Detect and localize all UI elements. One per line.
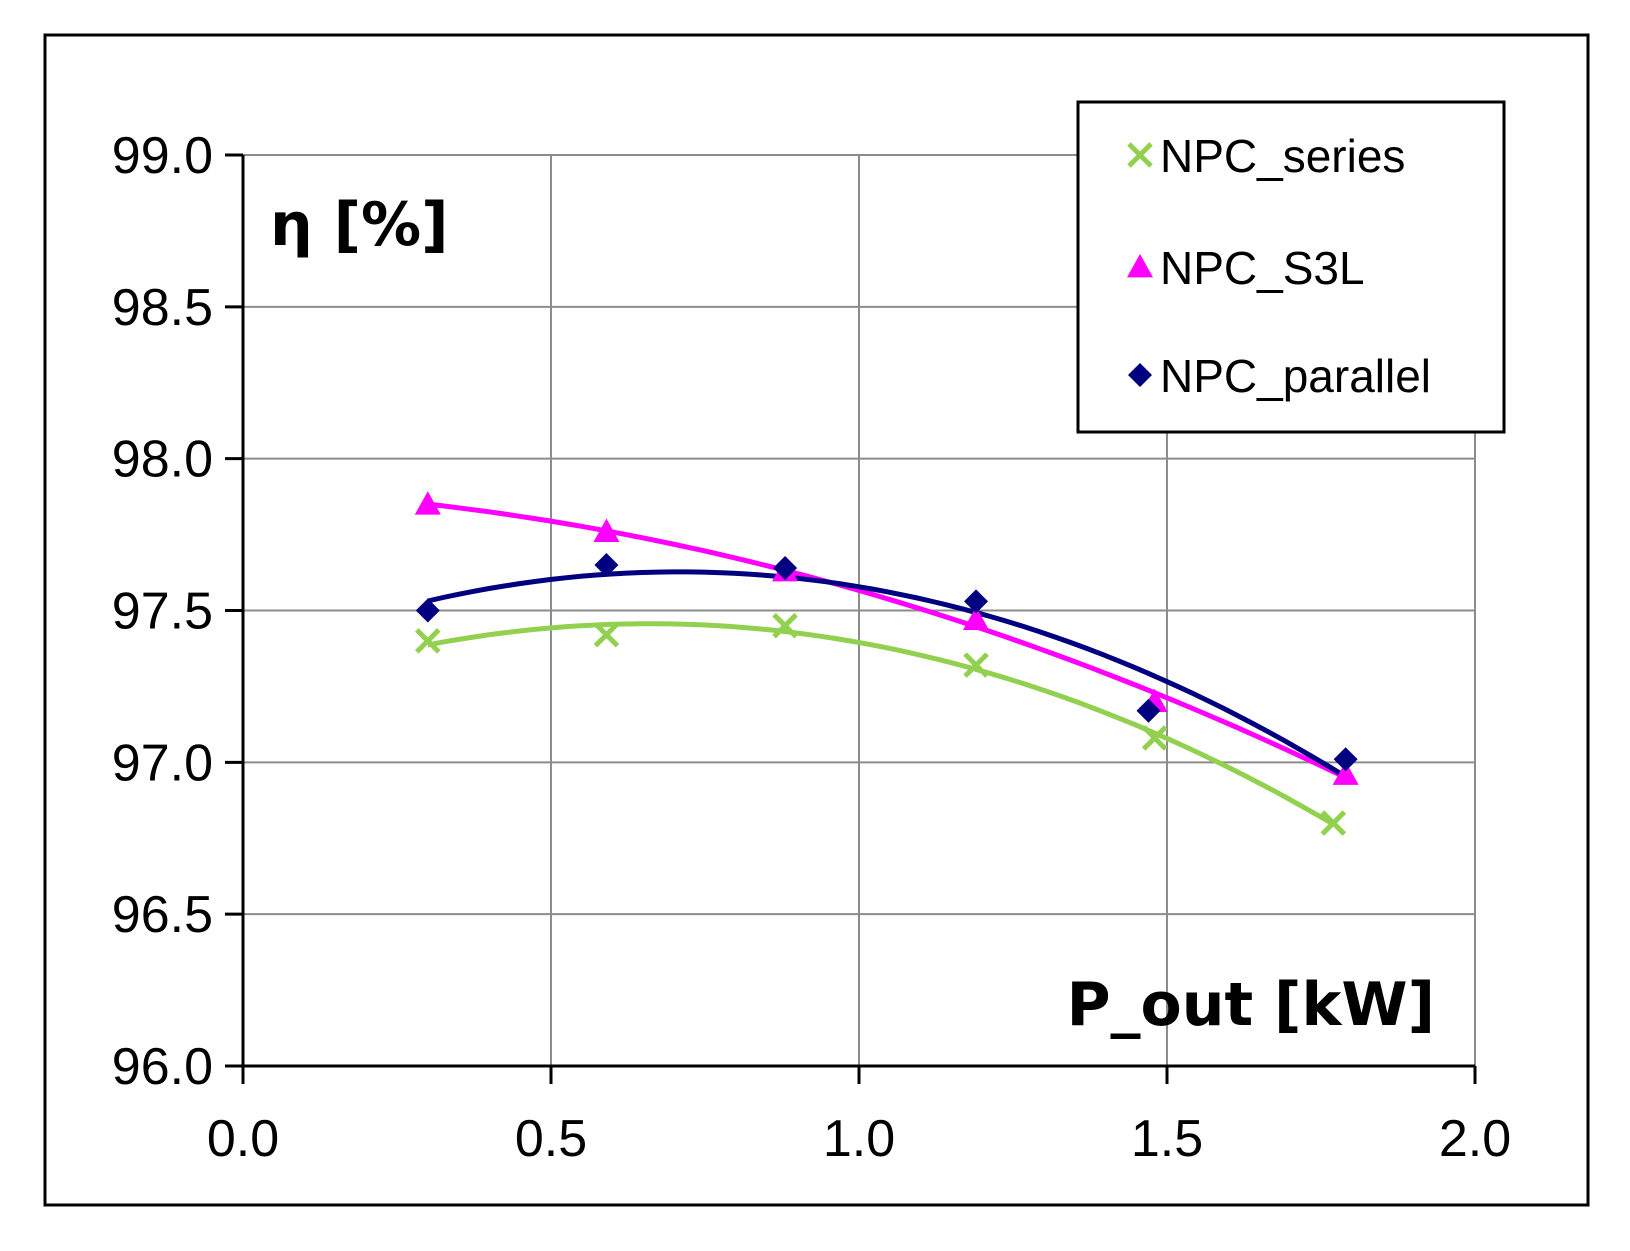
x-tick-label: 0.5 <box>515 1110 587 1168</box>
point-npc-series <box>1320 810 1347 836</box>
axes <box>225 153 1477 1084</box>
y-tick-label: 96.5 <box>112 886 213 944</box>
y-tick-label: 96.0 <box>112 1038 213 1096</box>
y-axis-title: η [%] <box>270 190 449 260</box>
y-tick-label: 98.0 <box>112 431 213 489</box>
y-tick-label: 99.0 <box>112 127 213 185</box>
y-tick-label: 98.5 <box>112 279 213 337</box>
legend-marker-npc-series <box>1127 142 1153 168</box>
point-npc-series <box>963 652 989 678</box>
point-npc-s3l <box>963 606 990 631</box>
x-tick-label: 2.0 <box>1439 1110 1511 1168</box>
trendlines <box>427 501 1347 827</box>
point-npc-series <box>772 612 798 639</box>
legend: NPC_series NPC_S3L NPC_parallel <box>1076 100 1506 434</box>
point-npc-s3l <box>414 491 441 515</box>
x-axis-title: P_out [kW] <box>1067 970 1435 1040</box>
x-tick-label: 1.0 <box>823 1110 895 1168</box>
point-npc-series <box>593 622 620 648</box>
y-tick-label: 97.5 <box>112 583 213 641</box>
legend-markers <box>1127 142 1153 387</box>
trendline-npc-parallel <box>427 569 1347 779</box>
point-npc-parallel <box>964 589 989 614</box>
point-npc-parallel <box>1136 698 1161 723</box>
y-tick-label: 97.0 <box>112 734 213 792</box>
legend-marker-npc-parallel <box>1128 363 1152 387</box>
legend-label-npc-series: NPC_series <box>1160 130 1405 182</box>
point-npc-series <box>1141 725 1168 751</box>
legend-marker-npc-s3l <box>1127 254 1153 278</box>
legend-label-npc-s3l: NPC_S3L <box>1160 242 1365 294</box>
point-npc-s3l <box>1332 761 1359 785</box>
data-markers <box>414 491 1359 836</box>
point-npc-s3l <box>593 518 620 542</box>
trendline-npc-s3l <box>427 501 1347 780</box>
tick-labels: 96.0 96.5 97.0 97.5 98.0 98.5 99.0 0.0 0.5 1.0 1.5… <box>112 127 1511 1168</box>
point-npc-parallel <box>415 598 440 623</box>
legend-label-npc-parallel: NPC_parallel <box>1160 350 1431 402</box>
point-npc-parallel <box>594 552 619 577</box>
point-npc-parallel <box>1333 747 1358 772</box>
trendline-npc-series <box>427 621 1335 827</box>
x-tick-label: 1.5 <box>1131 1110 1203 1168</box>
grid <box>243 154 1476 1066</box>
point-npc-parallel <box>773 555 798 580</box>
point-npc-series <box>415 628 441 654</box>
x-tick-label: 0.0 <box>207 1110 279 1168</box>
